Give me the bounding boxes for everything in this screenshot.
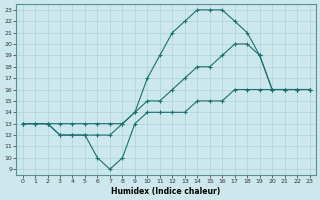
X-axis label: Humidex (Indice chaleur): Humidex (Indice chaleur) (111, 187, 221, 196)
